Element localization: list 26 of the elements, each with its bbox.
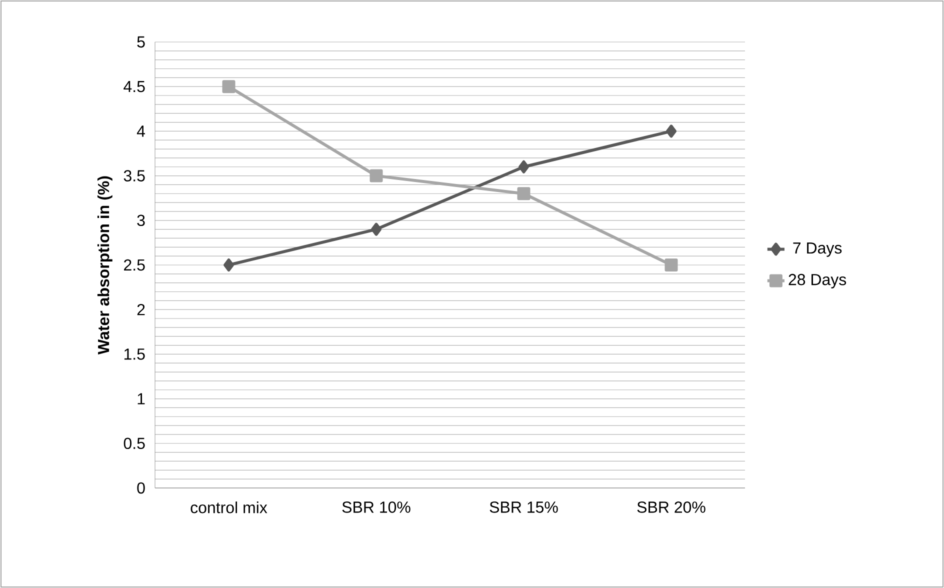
point [371,222,382,236]
point [664,258,678,272]
legend-label: 7 Days [793,242,842,257]
y-tick-label: 4 [136,126,145,137]
y-tick-label: 2.5 [124,259,145,271]
x-tick-label: SBR 15% [490,502,558,513]
point [222,80,236,94]
x-tick-label: SBR 10% [342,502,410,513]
x-tick-label: SBR 20% [637,502,706,513]
y-tick-label: 3 [137,214,145,226]
y-tick-label: 1.5 [124,348,145,360]
y-tick-label: 3.5 [124,170,145,182]
y-tick-label: 0 [137,482,145,494]
point [517,187,530,200]
point [518,160,529,174]
legend-label: 28 Days [788,274,846,288]
x-tick-label: control mix [190,502,268,514]
y-axis-title: Water absorption in (%) [97,176,112,354]
y-tick-label: 0.5 [124,438,145,450]
y-tick-label: 5 [137,36,145,48]
point [666,124,677,138]
point [370,169,383,182]
y-tick-label: 1 [138,393,145,404]
y-tick-label: 2 [137,304,145,316]
y-tick-label: 4.5 [124,81,145,92]
point [224,258,234,272]
